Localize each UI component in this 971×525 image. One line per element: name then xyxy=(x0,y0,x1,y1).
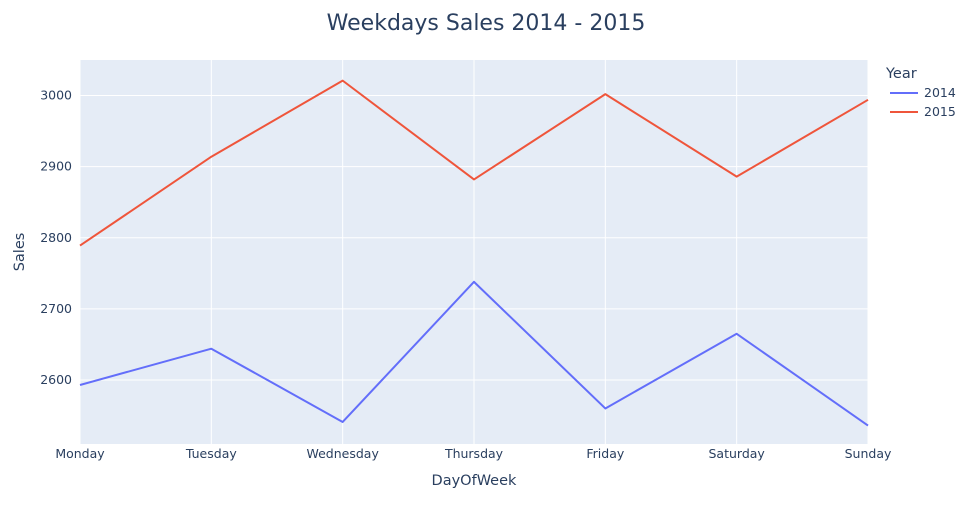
chart-title: Weekdays Sales 2014 - 2015 xyxy=(327,11,646,36)
series-line-2015 xyxy=(79,79,869,247)
y-tick-label: 2900 xyxy=(40,159,72,174)
x-tick-label: Sunday xyxy=(845,446,892,461)
legend-label: 2015 xyxy=(924,104,956,119)
y-tick-label: 2700 xyxy=(40,301,72,316)
x-tick-label: Thursday xyxy=(444,446,504,461)
y-tick-label: 3000 xyxy=(40,88,72,103)
legend-label: 2014 xyxy=(924,85,956,100)
x-axis-ticks: Monday Tuesday Wednesday Thursday Friday Satu… xyxy=(55,446,892,461)
x-tick-label: Monday xyxy=(55,446,105,461)
y-tick-label: 2600 xyxy=(40,372,72,387)
x-axis-title: DayOfWeek xyxy=(432,473,517,489)
legend-title: Year xyxy=(885,66,917,82)
x-tick-label: Wednesday xyxy=(306,446,379,461)
series-line-2014 xyxy=(79,280,869,427)
y-tick-label: 2800 xyxy=(40,230,72,245)
series-lines xyxy=(79,79,869,427)
legend: Year 2014 2015 xyxy=(885,66,956,119)
x-tick-label: Friday xyxy=(586,446,624,461)
x-tick-label: Tuesday xyxy=(185,446,237,461)
grid-lines xyxy=(79,60,869,444)
x-tick-label: Saturday xyxy=(708,446,765,461)
y-axis-title: Sales xyxy=(12,233,28,272)
legend-item-2015[interactable]: 2015 xyxy=(890,104,956,119)
legend-item-2014[interactable]: 2014 xyxy=(890,85,956,100)
y-axis-ticks: 2600 2700 2800 2900 3000 xyxy=(40,88,72,387)
legend-items: 2014 2015 xyxy=(890,85,956,119)
